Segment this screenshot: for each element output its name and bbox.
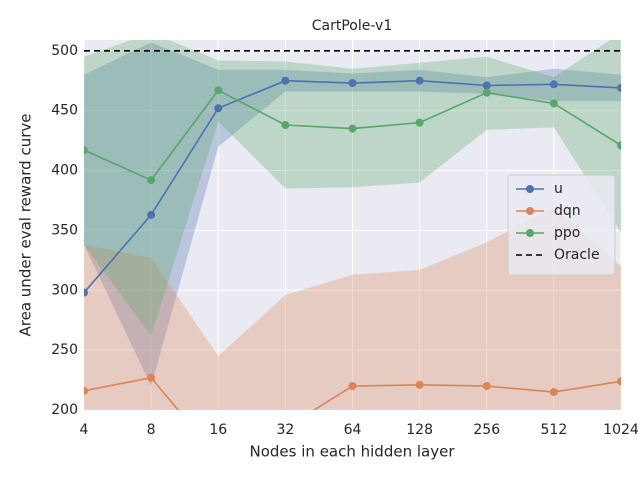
legend-label: ppo <box>554 225 580 241</box>
data-point <box>482 88 491 97</box>
data-point <box>348 382 357 391</box>
data-point <box>84 288 88 297</box>
confidence-band <box>84 206 621 410</box>
data-point <box>415 380 424 389</box>
legend-box <box>507 174 616 276</box>
x-tick-label: 4 <box>80 422 89 438</box>
legend: u dqn ppo Oracle <box>507 174 616 276</box>
data-point <box>84 146 88 155</box>
data-point <box>549 80 558 89</box>
x-tick-label: 256 <box>473 422 500 438</box>
data-point <box>617 141 621 150</box>
data-point <box>549 388 558 397</box>
x-tick-label: 8 <box>147 422 156 438</box>
data-point <box>549 99 558 108</box>
legend-marker <box>526 229 534 237</box>
data-point <box>415 76 424 85</box>
legend-marker <box>526 185 534 193</box>
data-point <box>281 121 290 130</box>
x-tick-label: 512 <box>541 422 568 438</box>
data-point <box>617 83 621 92</box>
data-point <box>84 386 88 395</box>
legend-label: u <box>554 181 563 197</box>
data-point <box>415 118 424 127</box>
x-axis-label: Nodes in each hidden layer <box>250 443 456 461</box>
legend-label: dqn <box>554 203 581 219</box>
legend-marker <box>526 207 534 215</box>
y-tick-label: 250 <box>51 342 78 358</box>
y-tick-label: 400 <box>51 163 78 179</box>
data-point <box>617 377 621 386</box>
y-axis-label: Area under eval reward curve <box>17 114 35 337</box>
x-tick-label: 32 <box>276 422 294 438</box>
data-point <box>214 104 223 113</box>
x-tick-label: 128 <box>406 422 433 438</box>
data-point <box>482 81 491 90</box>
data-point <box>147 210 156 219</box>
data-point <box>147 373 156 382</box>
confidence-band <box>84 40 621 336</box>
x-tick-label: 1024 <box>603 422 639 438</box>
data-point <box>214 454 222 462</box>
y-tick-label: 350 <box>51 222 78 238</box>
y-tick-label: 450 <box>51 103 78 119</box>
data-point <box>348 124 357 133</box>
data-point <box>348 79 357 88</box>
data-point <box>482 382 491 391</box>
y-tick-label: 200 <box>51 402 78 418</box>
data-point <box>214 86 223 95</box>
y-tick-label: 300 <box>51 282 78 298</box>
data-point <box>281 76 290 85</box>
confidence-band <box>84 42 621 387</box>
x-tick-label: 64 <box>344 422 362 438</box>
chart-title: CartPole-v1 <box>312 18 392 34</box>
data-point <box>147 176 156 185</box>
y-tick-label: 500 <box>51 43 78 59</box>
legend-label: Oracle <box>554 247 600 263</box>
x-tick-label: 16 <box>209 422 227 438</box>
